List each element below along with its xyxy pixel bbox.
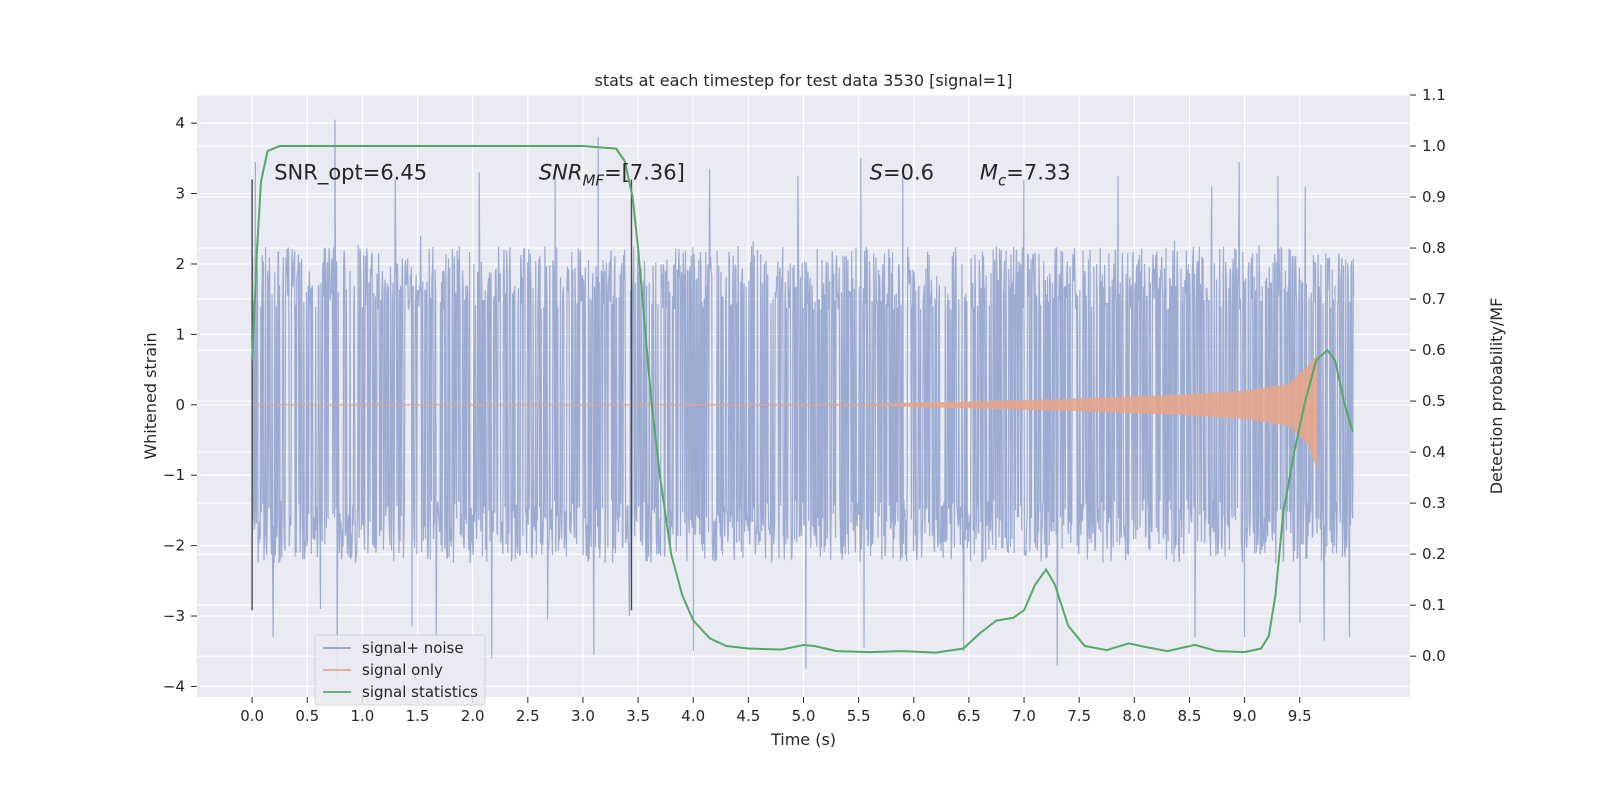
y-tick-label: 2: [175, 255, 185, 273]
annotation-text: Mc=7.33: [980, 160, 1071, 189]
x-tick-label: 2.0: [461, 707, 485, 725]
y-axis-ticks: 4 3 2 1 0 −1 −2 −3 −4: [163, 114, 197, 695]
x-tick-label: 6.5: [957, 707, 981, 725]
x-tick-label: 8.0: [1122, 707, 1146, 725]
y2-tick-label: 0.4: [1422, 443, 1446, 461]
annotation-text: S=0.6: [870, 160, 934, 184]
y-tick-label: 0: [175, 396, 185, 414]
y2-tick-label: 1.1: [1422, 86, 1446, 104]
y2-tick-label: 1.0: [1422, 137, 1446, 155]
y2-axis-ticks: 1.1 1.0 0.9 0.8 0.7 0.6 0.5 0.4 0.3 0.2 0.1 0.0: [1410, 86, 1446, 665]
signal-only-series: [252, 354, 1318, 469]
x-tick-label: 7.5: [1067, 707, 1091, 725]
x-tick-label: 0.0: [240, 707, 264, 725]
annotation-text: SNRMF=[7.36]: [539, 160, 685, 189]
y2-tick-label: 0.7: [1422, 290, 1446, 308]
y2-tick-label: 0.1: [1422, 596, 1446, 614]
y-tick-label: −4: [163, 677, 185, 695]
y-tick-label: 4: [175, 114, 185, 132]
x-axis-label: Time (s): [770, 730, 836, 749]
x-tick-label: 9.5: [1288, 707, 1312, 725]
legend-label-signal-statistics: signal statistics: [362, 683, 478, 701]
y-tick-label: −1: [163, 466, 185, 484]
y2-axis-label: Detection probability/MF: [1487, 298, 1506, 495]
y-tick-label: −2: [163, 537, 185, 555]
x-tick-label: 7.0: [1012, 707, 1036, 725]
x-tick-label: 6.0: [902, 707, 926, 725]
y2-tick-label: 0.3: [1422, 494, 1446, 512]
y-tick-label: −3: [163, 607, 185, 625]
x-tick-label: 5.0: [792, 707, 816, 725]
x-tick-label: 0.5: [295, 707, 319, 725]
x-tick-label: 8.5: [1178, 707, 1202, 725]
x-tick-label: 4.0: [681, 707, 705, 725]
annotations: SNR_opt=6.45 SNRMF=[7.36] S=0.6 Mc=7.33: [274, 160, 1070, 189]
x-tick-label: 4.5: [736, 707, 760, 725]
chart-title: stats at each timestep for test data 353…: [594, 71, 1012, 90]
x-tick-label: 1.5: [406, 707, 430, 725]
x-tick-label: 3.5: [626, 707, 650, 725]
y-tick-label: 1: [175, 325, 185, 343]
y2-tick-label: 0.6: [1422, 341, 1446, 359]
y2-tick-label: 0.2: [1422, 545, 1446, 563]
y2-tick-label: 0.9: [1422, 188, 1446, 206]
y2-tick-label: 0.5: [1422, 392, 1446, 410]
x-tick-label: 9.0: [1233, 707, 1257, 725]
signal-only-envelope: [252, 354, 1318, 469]
legend-label-signal-only: signal only: [362, 661, 443, 679]
annotation-text: SNR_opt=6.45: [274, 160, 427, 185]
x-tick-label: 5.5: [847, 707, 871, 725]
y-tick-label: 3: [175, 185, 185, 203]
legend-box: [314, 634, 486, 706]
x-tick-label: 1.0: [350, 707, 374, 725]
y2-tick-label: 0.0: [1422, 647, 1446, 665]
x-tick-label: 3.0: [571, 707, 595, 725]
vertical-markers: [251, 179, 633, 611]
y2-tick-label: 0.8: [1422, 239, 1446, 257]
legend-label-signal-plus-noise: signal+ noise: [362, 639, 464, 657]
x-axis-ticks: 0.0 0.5 1.0 1.5 2.0 2.5 3.0 3.5 4.0 4.5 5.0 5.5 6.0 6…: [240, 697, 1312, 725]
signal-statistics-line: [251, 145, 1354, 654]
legend: signal+ noise signal only signal statist…: [314, 634, 486, 706]
x-tick-label: 2.5: [516, 707, 540, 725]
signal-statistics-series: [251, 145, 1354, 654]
y-axis-label: Whitened strain: [141, 332, 160, 459]
